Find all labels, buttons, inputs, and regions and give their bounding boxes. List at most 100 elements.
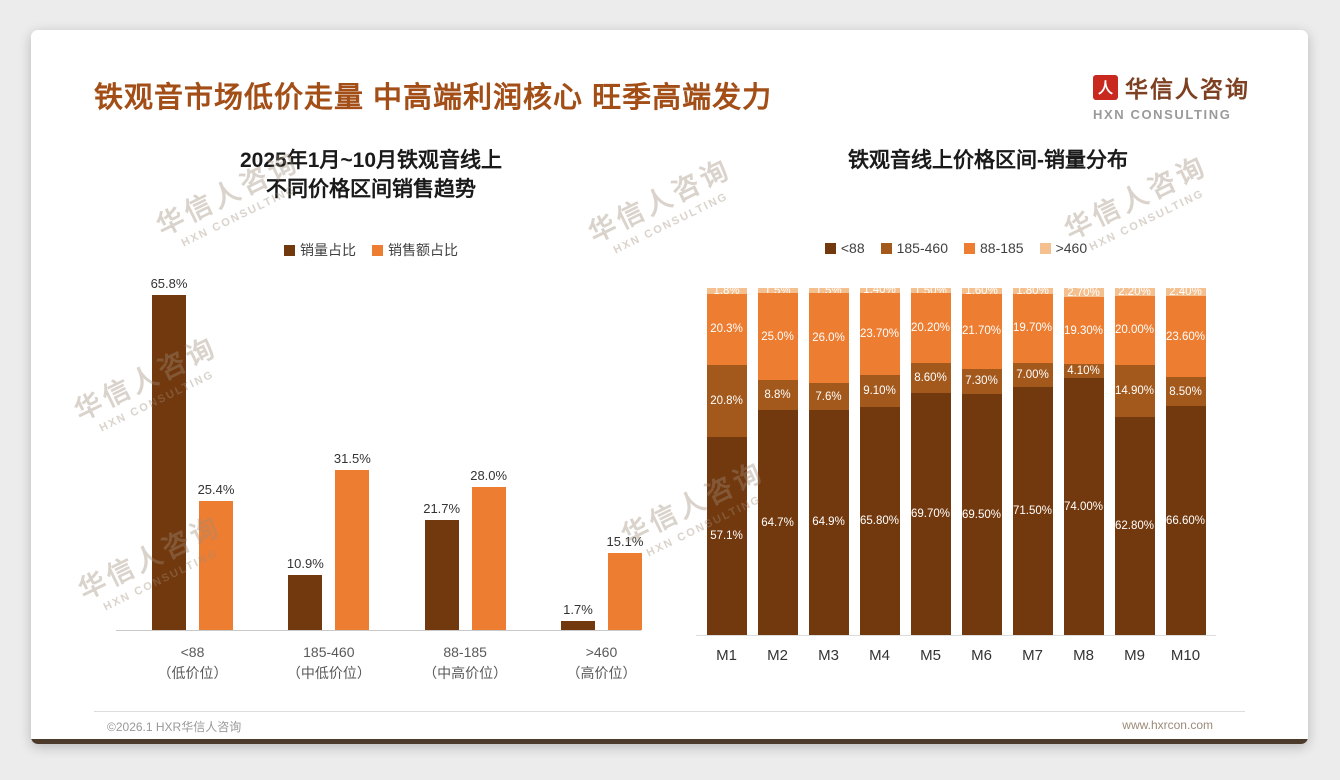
segment-<88: 71.50% (1012, 386, 1053, 635)
stack: 2.20% 20.00% 14.90% 62.80% (1114, 286, 1155, 635)
segment-185-460: 8.50% (1165, 377, 1206, 407)
category-label-line1: 185-460 (303, 644, 355, 660)
segment-value-label: 26.0% (812, 332, 845, 345)
bar-value-label: 25.4% (197, 481, 235, 497)
segment-<88: 57.1% (706, 436, 747, 635)
legend-label: <88 (840, 240, 865, 256)
segment-value-label: 7.6% (815, 390, 842, 403)
segment-value-label: 9.10% (863, 384, 896, 397)
stacked-column: 1.40% 23.70% 9.10% 65.80% M4 (859, 284, 900, 664)
segment-value-label: 64.7% (761, 516, 794, 529)
bar-unit: 10.9% (287, 556, 324, 630)
segment-value-label: 21.70% (961, 325, 1002, 338)
segment-value-label: 71.50% (1012, 504, 1053, 517)
segment-185-460: 7.30% (961, 368, 1002, 395)
footer-copyright: ©2026.1 HXR华信人咨询 (107, 720, 242, 734)
legend-swatch (880, 242, 892, 254)
left-chart-legend: 销量占比 销售额占比 (91, 240, 651, 260)
segment-88-185: 25.0% (757, 293, 798, 380)
stacked-column: 2.70% 19.30% 4.10% 74.00% M8 (1063, 286, 1104, 664)
legend-swatch (964, 242, 975, 254)
month-label: M7 (1022, 647, 1043, 664)
legend-label: 185-460 (896, 240, 948, 256)
stack: 2.40% 23.60% 8.50% 66.60% (1165, 286, 1206, 635)
segment-<88: 62.80% (1114, 416, 1155, 635)
segment-88-185: 21.70% (961, 293, 1002, 369)
month-label: M2 (767, 647, 788, 664)
segment->460: 1.8% (706, 285, 747, 297)
stacked-column: 2.40% 23.60% 8.50% 66.60% M10 (1165, 286, 1206, 664)
segment-value-label: 69.50% (961, 508, 1002, 521)
footer-website: www.hxrcon.com (1122, 718, 1213, 732)
segment-value-label: 2.70% (1067, 286, 1100, 299)
bar-group: 21.7% 28.0% 88-185 （中高价位） (423, 280, 508, 684)
segment-88-185: 19.70% (1012, 294, 1053, 363)
category-label-line2: （高价位） (566, 665, 637, 681)
bar-unit: 65.8% (151, 276, 187, 630)
legend-item: 销售额占比 (372, 240, 458, 260)
bar-value-label: 15.1% (606, 534, 644, 550)
left-chart-title: 2025年1月~10月铁观音线上 不同价格区间销售趋势 (91, 146, 651, 205)
month-label: M8 (1073, 647, 1094, 664)
segment-value-label: 14.90% (1114, 384, 1155, 397)
month-label: M4 (869, 647, 890, 664)
bar-unit: 1.7% (560, 602, 595, 630)
category-label: <88 （低价位） (158, 642, 228, 684)
bar-group: 1.7% 15.1% >460 （高价位） (560, 280, 644, 684)
stack: 1.5% 26.0% 7.6% 64.9% (808, 285, 849, 635)
category-label-line1: <88 (180, 644, 205, 660)
segment-value-label: 66.60% (1165, 514, 1206, 527)
bar-group: 65.8% 25.4% <88 （低价位） (151, 276, 235, 684)
category-label-line2: （中低价位） (286, 665, 371, 681)
bar-value-label: 31.5% (333, 450, 371, 466)
segment-88-185: 19.30% (1063, 297, 1104, 365)
legend-label: >460 (1055, 240, 1088, 256)
legend-swatch (284, 244, 295, 256)
grouped-bar-chart: 2025年1月~10月铁观音线上 不同价格区间销售趋势 销量占比 销售额占比 65… (91, 140, 651, 681)
month-label: M10 (1170, 647, 1201, 664)
stack: 1.50% 20.20% 8.60% 69.70% (910, 285, 951, 635)
brand-logo-subtitle: HXN CONSULTING (1093, 107, 1232, 122)
brand-logo: 人 华信人咨询 HXN CONSULTING (1093, 70, 1250, 122)
bar-unit: 31.5% (333, 450, 371, 630)
bar-销量占比 (424, 519, 459, 630)
stack: 1.60% 21.70% 7.30% 69.50% (961, 285, 1002, 635)
segment-value-label: 23.70% (859, 327, 900, 340)
bar-销售额占比 (335, 469, 370, 630)
category-label-line2: （中高价位） (423, 665, 508, 681)
legend-item: >460 (1039, 240, 1088, 256)
bar-pair: 21.7% 28.0% (423, 280, 507, 630)
segment-value-label: 74.00% (1063, 500, 1104, 513)
stacked-column: 1.5% 25.0% 8.8% 64.7% M2 (757, 285, 798, 664)
bottom-accent-bar (31, 739, 1308, 744)
segment-88-185: 20.20% (910, 293, 951, 364)
segment-<88: 66.60% (1165, 406, 1206, 635)
segment-value-label: 8.50% (1169, 385, 1202, 398)
segment-<88: 64.7% (757, 410, 798, 635)
left-chart-plot: 65.8% 25.4% <88 （低价位） 10.9% 31.5% 185-460 （中低价位… (91, 276, 651, 684)
stacked-column: 1.60% 21.70% 7.30% 69.50% M6 (961, 285, 1002, 664)
stack: 1.40% 23.70% 9.10% 65.80% (859, 284, 900, 635)
bar-group: 10.9% 31.5% 185-460 （中低价位） (286, 280, 371, 684)
right-chart-legend: <88 185-460 88-185 >460 (676, 240, 1236, 256)
segment-<88: 65.80% (859, 406, 900, 635)
stacked-column: 2.20% 20.00% 14.90% 62.80% M9 (1114, 286, 1155, 664)
bar-销量占比 (560, 621, 595, 630)
brand-logo-icon: 人 (1093, 74, 1118, 100)
bar-销售额占比 (471, 487, 506, 630)
bar-销售额占比 (607, 553, 642, 630)
segment-<88: 74.00% (1063, 378, 1104, 635)
stack: 1.5% 25.0% 8.8% 64.7% (757, 285, 798, 635)
segment-value-label: 25.0% (761, 330, 794, 343)
month-label: M9 (1124, 647, 1145, 664)
bar-pair: 1.7% 15.1% (560, 280, 644, 630)
legend-label: 销售额占比 (388, 242, 458, 258)
bar-value-label: 21.7% (423, 500, 461, 516)
stack: 2.70% 19.30% 4.10% 74.00% (1063, 286, 1104, 635)
segment-value-label: 20.20% (910, 322, 951, 335)
segment-185-460: 9.10% (859, 375, 900, 407)
segment-value-label: 7.00% (1016, 368, 1049, 381)
segment-<88: 69.70% (910, 393, 951, 635)
segment-value-label: 19.70% (1012, 322, 1053, 335)
segment-value-label: 62.80% (1114, 519, 1155, 532)
